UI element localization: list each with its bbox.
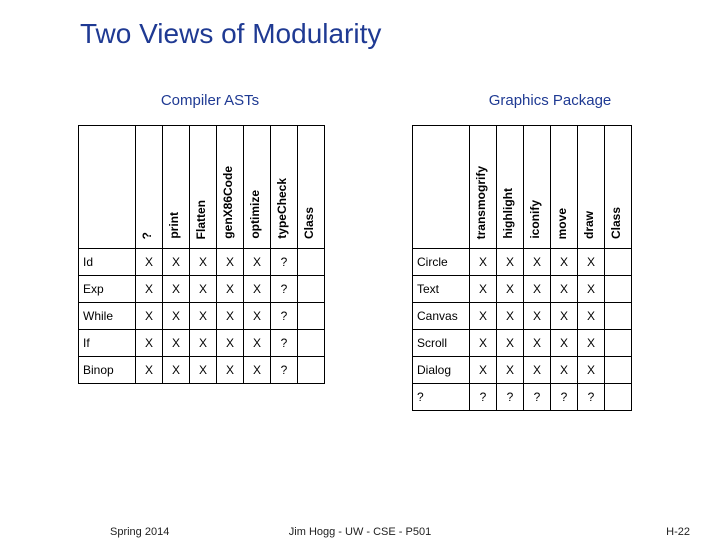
table-row: Binop X X X X X ? <box>79 357 325 384</box>
right-table-header-row: transmogrify highlight iconify move draw… <box>413 126 632 249</box>
left-r0c1: X <box>163 249 190 276</box>
left-r0c4: X <box>244 249 271 276</box>
footer-mid: Jim Hogg - UW - CSE - P501 <box>0 526 720 538</box>
right-col-3: move <box>551 126 578 249</box>
table-row: Text X X X X X <box>413 276 632 303</box>
right-subtitle: Graphics Package <box>410 92 690 109</box>
left-row-0-label: Id <box>79 249 136 276</box>
left-r0c6 <box>298 249 325 276</box>
left-table-header-row: ? print Flatten genX86Code optimize type… <box>79 126 325 249</box>
right-col-1: highlight <box>497 126 524 249</box>
right-row-3-label: Scroll <box>413 330 470 357</box>
right-row-1-label: Text <box>413 276 470 303</box>
left-col-3: genX86Code <box>217 126 244 249</box>
right-blank-corner <box>413 126 470 249</box>
left-row-1-label: Exp <box>79 276 136 303</box>
right-col-4: draw <box>578 126 605 249</box>
left-r0c5: ? <box>271 249 298 276</box>
left-row-4-label: Binop <box>79 357 136 384</box>
left-blank-corner <box>79 126 136 249</box>
table-row: Dialog X X X X X <box>413 357 632 384</box>
left-col-5: typeCheck <box>271 126 298 249</box>
slide: Two Views of Modularity Compiler ASTs ? … <box>0 0 720 540</box>
right-col-5: Class <box>605 126 632 249</box>
footer-right: H-22 <box>666 526 690 538</box>
right-row-2-label: Canvas <box>413 303 470 330</box>
right-col-2: iconify <box>524 126 551 249</box>
table-row: Canvas X X X X X <box>413 303 632 330</box>
table-row: If X X X X X ? <box>79 330 325 357</box>
left-col-6: Class <box>298 126 325 249</box>
table-row: While X X X X X ? <box>79 303 325 330</box>
left-table: ? print Flatten genX86Code optimize type… <box>78 125 325 384</box>
left-r0c3: X <box>217 249 244 276</box>
left-subtitle: Compiler ASTs <box>70 92 350 109</box>
right-row-0-label: Circle <box>413 249 470 276</box>
left-row-2-label: While <box>79 303 136 330</box>
table-row: Scroll X X X X X <box>413 330 632 357</box>
left-col-0: ? <box>136 126 163 249</box>
table-row: ? ? ? ? ? ? <box>413 384 632 411</box>
left-r0c2: X <box>190 249 217 276</box>
table-row: Circle X X X X X <box>413 249 632 276</box>
left-col-4: optimize <box>244 126 271 249</box>
right-table: transmogrify highlight iconify move draw… <box>412 125 632 411</box>
left-r0c0: X <box>136 249 163 276</box>
left-col-2: Flatten <box>190 126 217 249</box>
right-row-4-label: Dialog <box>413 357 470 384</box>
slide-title: Two Views of Modularity <box>80 18 381 50</box>
right-col-0: transmogrify <box>470 126 497 249</box>
table-row: Exp X X X X X ? <box>79 276 325 303</box>
right-row-5-label: ? <box>413 384 470 411</box>
left-col-1: print <box>163 126 190 249</box>
table-row: Id X X X X X ? <box>79 249 325 276</box>
left-row-3-label: If <box>79 330 136 357</box>
